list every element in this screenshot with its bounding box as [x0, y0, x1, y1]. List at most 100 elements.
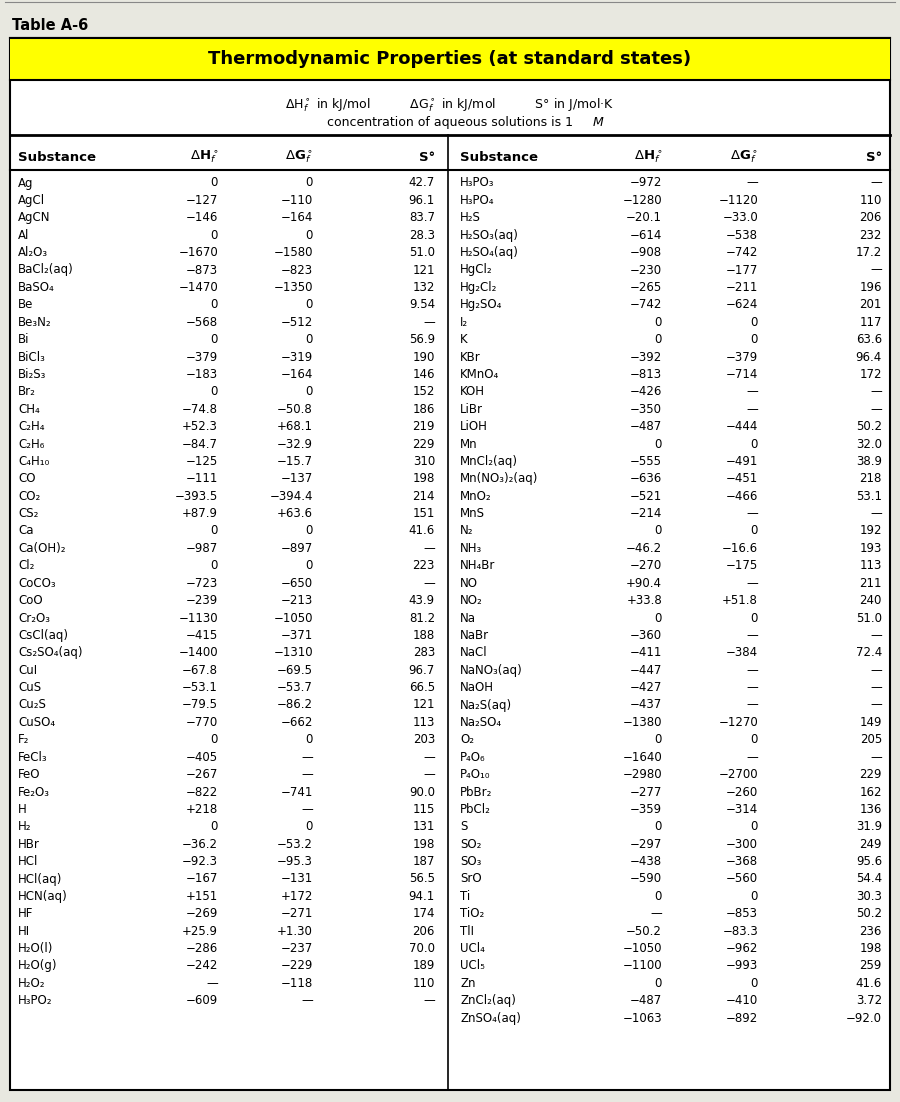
Text: Be₃N₂: Be₃N₂ — [18, 315, 51, 328]
Text: —: — — [870, 699, 882, 712]
Text: −394.4: −394.4 — [269, 489, 313, 503]
Text: Mn(NO₃)₂(aq): Mn(NO₃)₂(aq) — [460, 473, 538, 485]
Text: 0: 0 — [211, 820, 218, 833]
Text: −269: −269 — [185, 907, 218, 920]
Text: 121: 121 — [412, 699, 435, 712]
Text: —: — — [423, 576, 435, 590]
Text: 0: 0 — [211, 299, 218, 311]
Text: −560: −560 — [726, 873, 758, 886]
Text: 198: 198 — [412, 838, 435, 851]
Text: −167: −167 — [185, 873, 218, 886]
Text: −2980: −2980 — [623, 768, 662, 781]
Text: −359: −359 — [630, 803, 662, 815]
Text: 223: 223 — [412, 560, 435, 572]
Text: NaOH: NaOH — [460, 681, 494, 694]
Text: −426: −426 — [630, 386, 662, 398]
Text: −393.5: −393.5 — [175, 489, 218, 503]
Text: +68.1: +68.1 — [277, 420, 313, 433]
Text: 51.0: 51.0 — [856, 612, 882, 625]
Text: 50.2: 50.2 — [856, 907, 882, 920]
Text: −908: −908 — [630, 246, 662, 259]
Text: 96.7: 96.7 — [409, 663, 435, 677]
Text: 54.4: 54.4 — [856, 873, 882, 886]
Text: 113: 113 — [412, 716, 435, 728]
Text: −444: −444 — [725, 420, 758, 433]
Text: 0: 0 — [654, 976, 662, 990]
Text: KOH: KOH — [460, 386, 485, 398]
Text: SO₂: SO₂ — [460, 838, 482, 851]
Text: −662: −662 — [281, 716, 313, 728]
Text: 203: 203 — [413, 733, 435, 746]
Text: +25.9: +25.9 — [182, 925, 218, 938]
Text: 240: 240 — [860, 594, 882, 607]
Text: +218: +218 — [185, 803, 218, 815]
Text: 38.9: 38.9 — [856, 455, 882, 468]
Text: HF: HF — [18, 907, 33, 920]
Text: Br₂: Br₂ — [18, 386, 36, 398]
Text: −360: −360 — [630, 629, 662, 641]
Text: BaSO₄: BaSO₄ — [18, 281, 55, 294]
Text: —: — — [423, 542, 435, 555]
Text: −1470: −1470 — [178, 281, 218, 294]
Text: 50.2: 50.2 — [856, 420, 882, 433]
Text: 136: 136 — [860, 803, 882, 815]
Text: Ti: Ti — [460, 890, 471, 903]
Text: CuI: CuI — [18, 663, 37, 677]
Text: 0: 0 — [751, 525, 758, 538]
Text: 0: 0 — [751, 976, 758, 990]
Text: P₄O₆: P₄O₆ — [460, 750, 486, 764]
Text: 113: 113 — [860, 560, 882, 572]
Text: —: — — [423, 994, 435, 1007]
Text: H₂O₂: H₂O₂ — [18, 976, 46, 990]
Text: 28.3: 28.3 — [409, 229, 435, 241]
Text: $\Delta$G$_f^\circ$: $\Delta$G$_f^\circ$ — [284, 149, 313, 165]
Text: +172: +172 — [281, 890, 313, 903]
Text: −1130: −1130 — [178, 612, 218, 625]
Text: 0: 0 — [211, 386, 218, 398]
Text: −1580: −1580 — [274, 246, 313, 259]
Text: −624: −624 — [725, 299, 758, 311]
Text: 236: 236 — [860, 925, 882, 938]
Text: −267: −267 — [185, 768, 218, 781]
Text: 310: 310 — [413, 455, 435, 468]
Text: 186: 186 — [412, 402, 435, 415]
Text: −487: −487 — [630, 994, 662, 1007]
Text: 229: 229 — [412, 437, 435, 451]
Text: 0: 0 — [654, 525, 662, 538]
Text: C₂H₆: C₂H₆ — [18, 437, 44, 451]
Text: TlI: TlI — [460, 925, 474, 938]
Text: −742: −742 — [630, 299, 662, 311]
Text: −265: −265 — [630, 281, 662, 294]
Text: —: — — [206, 976, 218, 990]
Text: −415: −415 — [185, 629, 218, 641]
Text: −271: −271 — [281, 907, 313, 920]
Text: −590: −590 — [630, 873, 662, 886]
Text: —: — — [423, 750, 435, 764]
Text: −987: −987 — [185, 542, 218, 555]
Text: 0: 0 — [654, 315, 662, 328]
Text: $\Delta$H$_f^\circ$ in kJ/mol          $\Delta$G$_f^\circ$ in kJ/mol          S°: $\Delta$H$_f^\circ$ in kJ/mol $\Delta$G$… — [285, 96, 615, 114]
Text: H₂O(g): H₂O(g) — [18, 960, 58, 972]
Text: −242: −242 — [185, 960, 218, 972]
Text: −36.2: −36.2 — [182, 838, 218, 851]
Text: Na₂S(aq): Na₂S(aq) — [460, 699, 512, 712]
Text: NaCl: NaCl — [460, 646, 488, 659]
Text: H₂: H₂ — [18, 820, 32, 833]
Text: 219: 219 — [412, 420, 435, 433]
Text: —: — — [746, 386, 758, 398]
Text: ZnCl₂(aq): ZnCl₂(aq) — [460, 994, 516, 1007]
Text: −1400: −1400 — [178, 646, 218, 659]
Text: —: — — [870, 750, 882, 764]
Text: H₂O(l): H₂O(l) — [18, 942, 53, 955]
Text: −873: −873 — [186, 263, 218, 277]
Text: 192: 192 — [860, 525, 882, 538]
Text: 0: 0 — [751, 315, 758, 328]
Text: MnO₂: MnO₂ — [460, 489, 491, 503]
Text: 0: 0 — [306, 525, 313, 538]
Text: 56.9: 56.9 — [409, 333, 435, 346]
Text: −230: −230 — [630, 263, 662, 277]
Text: −1310: −1310 — [274, 646, 313, 659]
Text: +33.8: +33.8 — [626, 594, 662, 607]
Text: −993: −993 — [725, 960, 758, 972]
Text: −175: −175 — [725, 560, 758, 572]
